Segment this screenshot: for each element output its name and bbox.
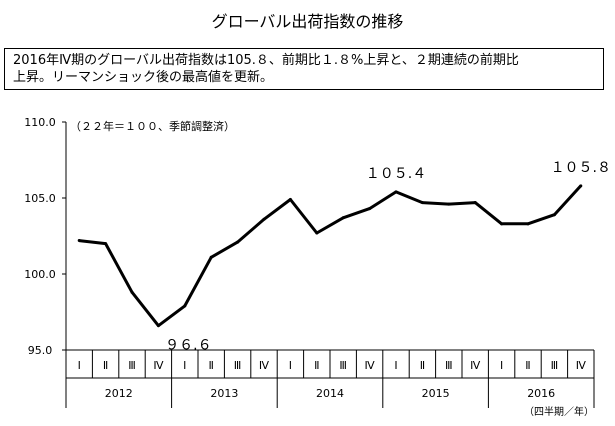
data-point [130,290,134,294]
data-point [420,201,424,205]
data-point [288,198,292,202]
data-point [209,255,213,259]
data-label: ９６.６ [165,338,211,354]
data-label: １０５.４ [366,166,426,182]
quarter-label: Ⅰ [500,359,503,372]
data-point [447,202,451,206]
data-point [236,240,240,244]
quarter-label: Ⅱ [420,359,425,372]
quarter-label: Ⅳ [153,359,164,372]
quarter-label: Ⅲ [234,359,242,372]
quarter-label: Ⅰ [78,359,81,372]
quarter-label: Ⅳ [470,359,481,372]
year-label: 2016 [527,387,555,400]
data-point [104,242,108,246]
data-point [526,222,530,226]
quarter-label: Ⅱ [103,359,108,372]
summary-line-1: 2016年Ⅳ期のグローバル出荷指数は105.８、前期比１.８%上昇と、２期連続の… [13,53,519,68]
data-point [315,231,319,235]
quarter-label: Ⅲ [128,359,136,372]
quarter-label: Ⅳ [576,359,587,372]
data-point [473,201,477,205]
data-point [394,190,398,194]
chart-title: グローバル出荷指数の推移 [211,12,404,31]
data-point [579,184,583,188]
y-tick-label: 100.0 [24,268,56,281]
data-label: １０５.８ [551,160,611,176]
data-point [552,213,556,217]
quarter-label: Ⅰ [183,359,186,372]
data-point [156,324,160,328]
data-point [262,217,266,221]
quarter-label: Ⅲ [445,359,453,372]
year-label: 2015 [422,387,450,400]
data-point [368,207,372,211]
x-unit-label: （四半期／年） [524,405,594,418]
chart-note: （２２年＝１００、季節調整済） [70,119,235,133]
year-label: 2013 [210,387,238,400]
quarter-label: Ⅳ [259,359,270,372]
quarter-label: Ⅳ [365,359,376,372]
quarter-label: Ⅱ [525,359,530,372]
quarter-label: Ⅲ [551,359,559,372]
quarter-label: Ⅰ [289,359,292,372]
summary-box: 2016年Ⅳ期のグローバル出荷指数は105.８、前期比１.８%上昇と、２期連続の… [4,48,604,90]
y-tick-label: 105.0 [24,192,56,205]
summary-line-2: 上昇。リーマンショック後の最高値を更新。 [13,70,274,85]
data-point [77,239,81,243]
year-label: 2014 [316,387,344,400]
quarter-label: Ⅱ [314,359,319,372]
data-point [500,222,504,226]
data-point [341,216,345,220]
quarter-label: Ⅱ [208,359,213,372]
y-tick-label: 95.0 [28,344,53,357]
y-tick-label: 110.0 [24,116,56,129]
series-line [79,184,582,328]
data-point [183,304,187,308]
quarter-label: Ⅲ [339,359,347,372]
quarter-label: Ⅰ [394,359,397,372]
year-label: 2012 [105,387,133,400]
